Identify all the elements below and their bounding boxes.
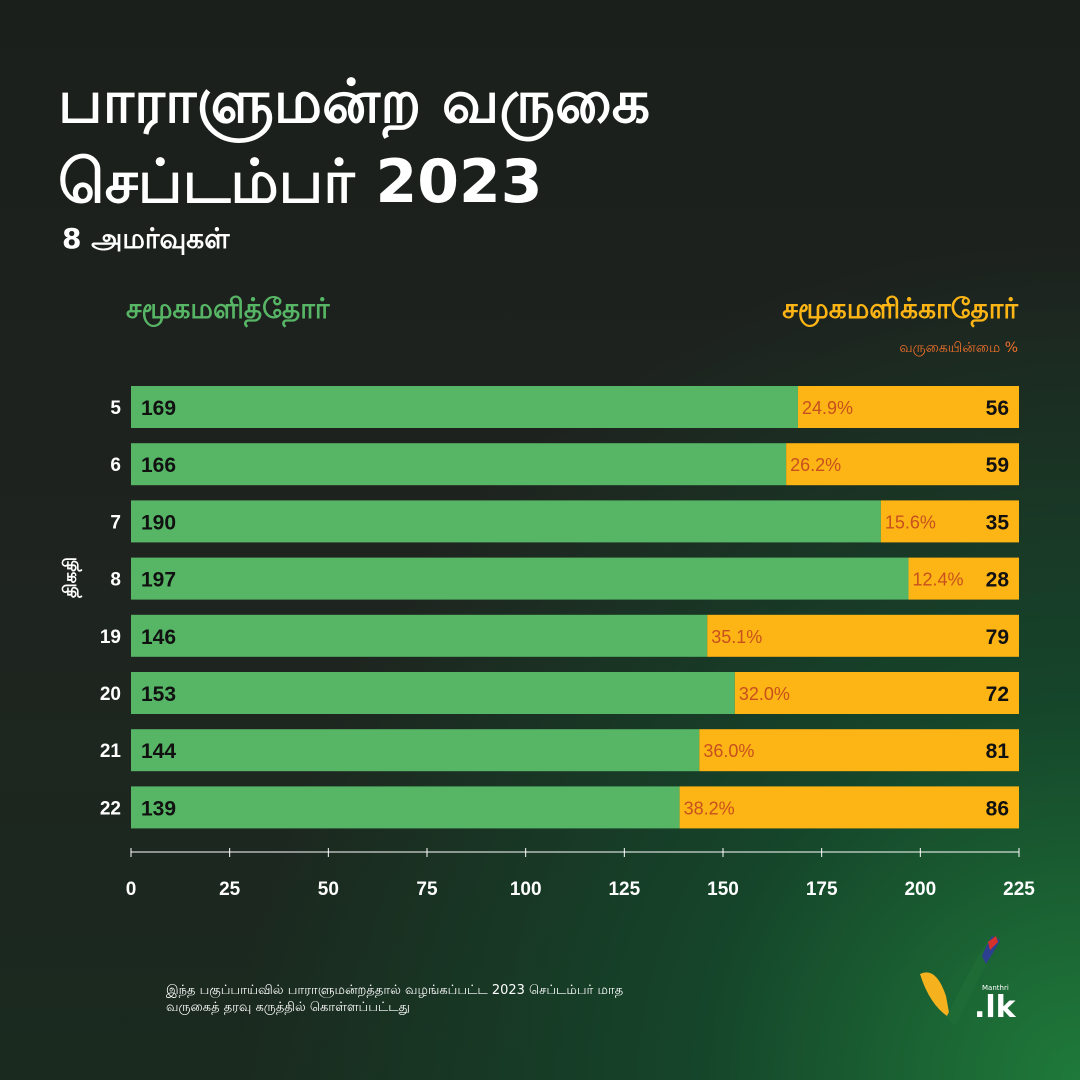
- footnote-line-2: வருகைத் தரவு கருத்தில் கொள்ளப்பட்டது: [166, 1000, 410, 1015]
- absent-value-label: 59: [986, 454, 1009, 477]
- absence-percent-label: 24.9%: [802, 398, 853, 418]
- subtitle: 8 அமர்வுகள்: [62, 222, 230, 255]
- bar-attended: [131, 786, 680, 829]
- x-tick-label: 50: [318, 879, 339, 900]
- bar-absent: [880, 500, 1019, 543]
- attended-value-label: 197: [141, 569, 176, 592]
- x-tick-label: 200: [904, 879, 936, 900]
- bar-absent: [707, 614, 1019, 657]
- footnote-line-1: இந்த பகுப்பாய்வில் பாராளுமன்றத்தால் வழங்…: [166, 983, 624, 998]
- absent-value-label: 35: [986, 511, 1010, 534]
- absent-value-label: 86: [986, 797, 1009, 820]
- absent-value-label: 28: [986, 569, 1010, 592]
- attended-value-label: 144: [141, 740, 176, 763]
- bar-absent: [699, 729, 1019, 772]
- y-tick-label: 6: [110, 455, 121, 476]
- absent-value-label: 72: [986, 683, 1009, 706]
- logo-mark-icon: [920, 936, 1000, 1026]
- attended-value-label: 146: [141, 626, 176, 649]
- bar-attended: [131, 443, 787, 486]
- y-tick-label: 21: [100, 741, 122, 762]
- logo-main-text: .lk: [974, 990, 1016, 1025]
- absence-percent-label: 26.2%: [790, 455, 841, 475]
- bar-attended: [131, 729, 700, 772]
- y-tick-label: 5: [110, 398, 121, 419]
- absent-value-label: 79: [986, 626, 1009, 649]
- attended-value-label: 153: [141, 683, 176, 706]
- logo-small-text: Manthri: [982, 984, 1009, 992]
- title-line-2: செப்டம்பர் 2023: [58, 147, 543, 217]
- absence-percent-label: 15.6%: [885, 512, 936, 532]
- x-tick-label: 100: [510, 879, 542, 900]
- absence-percent-label: 36.0%: [703, 741, 754, 761]
- x-tick-label: 125: [608, 879, 640, 900]
- absence-percent-label: 12.4%: [912, 570, 963, 590]
- bar-attended: [131, 500, 881, 543]
- footnote: இந்த பகுப்பாய்வில் பாராளுமன்றத்தால் வழங்…: [166, 982, 623, 1016]
- bar-absent: [786, 443, 1019, 486]
- bar-absent: [679, 786, 1019, 829]
- absence-percent-label: 32.0%: [739, 684, 790, 704]
- manthri-logo: Manthri .lk: [916, 936, 1026, 1028]
- y-tick-label: 19: [100, 627, 121, 648]
- bar-absent: [797, 386, 1019, 428]
- y-tick-label: 7: [110, 512, 121, 533]
- absent-value-label: 81: [986, 740, 1010, 763]
- x-tick-label: 0: [126, 879, 137, 900]
- bar-absent: [734, 672, 1019, 714]
- x-tick-label: 175: [806, 879, 838, 900]
- attended-value-label: 190: [141, 511, 176, 534]
- bar-attended: [131, 614, 708, 657]
- legend-absence-percent: வருகையின்மை %: [899, 340, 1018, 356]
- attended-value-label: 139: [141, 797, 176, 820]
- y-tick-label: 20: [100, 684, 121, 705]
- x-tick-label: 225: [1003, 879, 1035, 900]
- absence-percent-label: 38.2%: [684, 798, 735, 818]
- absent-value-label: 56: [986, 397, 1009, 420]
- attended-value-label: 166: [141, 454, 176, 477]
- bar-attended: [131, 672, 735, 714]
- bar-attended: [131, 386, 798, 428]
- legend-absent: சமூகமளிக்காதோர்: [782, 292, 1018, 325]
- absence-percent-label: 35.1%: [711, 627, 762, 647]
- x-tick-label: 150: [707, 879, 739, 900]
- y-tick-label: 8: [110, 570, 121, 591]
- x-tick-label: 25: [219, 879, 241, 900]
- bar-attended: [131, 557, 909, 600]
- attended-value-label: 169: [141, 397, 176, 420]
- title-line-1: பாராளுமன்ற வருகை: [58, 67, 651, 137]
- y-tick-label: 22: [100, 798, 121, 819]
- bar-absent: [908, 557, 1019, 600]
- legend-attended: சமூகமளித்தோர்: [126, 292, 330, 325]
- page-title: பாராளுமன்ற வருகை செப்டம்பர் 2023: [58, 62, 650, 222]
- x-tick-label: 75: [416, 879, 438, 900]
